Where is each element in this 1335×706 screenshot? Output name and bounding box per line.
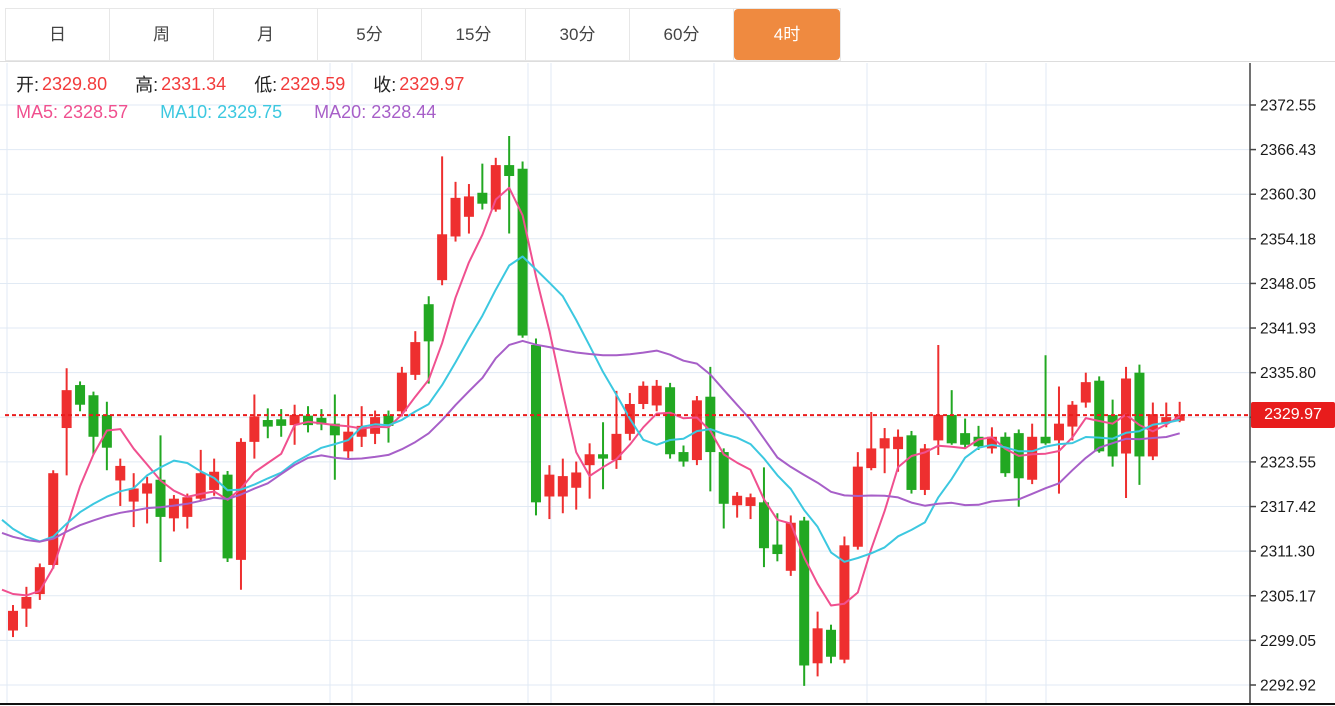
- tab-5min[interactable]: 5分: [318, 9, 422, 60]
- period-tabstrip: 日 周 月 5分 15分 30分 60分 4时: [5, 8, 841, 61]
- y-axis-label: 2292.92: [1260, 678, 1316, 695]
- ma20-legend: MA20: 2328.44: [314, 101, 437, 122]
- open-value: 2329.80: [42, 73, 108, 94]
- high-label: 高:: [135, 75, 159, 95]
- y-axis-label: 2366.43: [1260, 142, 1316, 159]
- ma5-legend: MA5: 2328.57: [16, 101, 129, 122]
- ma10-legend: MA10: 2329.75: [160, 101, 283, 122]
- tab-15min[interactable]: 15分: [422, 9, 526, 60]
- close-value: 2329.97: [399, 73, 465, 94]
- tab-day[interactable]: 日: [6, 9, 110, 60]
- tab-month[interactable]: 月: [214, 9, 318, 60]
- ma-lines: [1, 186, 1181, 607]
- ohlc-low: 低: 2329.59: [254, 71, 345, 97]
- current-price-tag: 2329.97: [1251, 402, 1335, 428]
- tabbar-divider: [0, 61, 1335, 62]
- grid-lines: [0, 63, 1250, 703]
- ohlc-open: 开: 2329.80: [16, 71, 107, 97]
- y-axis-label: 2323.55: [1260, 454, 1316, 471]
- ma-line-ma20: [1, 339, 1180, 543]
- y-axis-label: 2305.17: [1260, 588, 1316, 605]
- y-axis-label: 2360.30: [1260, 187, 1316, 204]
- candles-group: [8, 135, 1185, 686]
- y-axis: 2372.55 2366.43 2360.30 2354.18 2348.05 2341.…: [0, 63, 1335, 705]
- period-tabbar: 日 周 月 5分 15分 30分 60分 4时: [0, 0, 1335, 62]
- close-label: 收:: [373, 75, 397, 95]
- ohlc-close: 收: 2329.97: [373, 71, 464, 97]
- y-axis-label: 2354.18: [1260, 231, 1316, 248]
- ma-legend-row: MA5: 2328.57 MA10: 2329.75 MA20: 2328.44: [16, 98, 492, 126]
- y-axis-label: 2317.42: [1260, 499, 1316, 516]
- ma-line-ma10: [1, 255, 1180, 563]
- y-axis-label: 2311.30: [1260, 544, 1315, 561]
- chart-legend: 开: 2329.80 高: 2331.34 低: 2329.59 收: 2329…: [16, 70, 492, 126]
- y-axis-label: 2372.55: [1260, 98, 1316, 115]
- low-label: 低:: [254, 75, 278, 95]
- tab-60min[interactable]: 60分: [630, 9, 734, 60]
- ohlc-legend-row: 开: 2329.80 高: 2331.34 低: 2329.59 收: 2329…: [16, 70, 492, 98]
- open-label: 开:: [16, 75, 40, 95]
- tab-week[interactable]: 周: [110, 9, 214, 60]
- ohlc-high: 高: 2331.34: [135, 71, 226, 97]
- y-axis-label: 2335.80: [1260, 365, 1316, 382]
- y-axis-label: 2341.93: [1260, 321, 1316, 338]
- y-axis-label: 2299.05: [1260, 633, 1316, 650]
- tab-4hour[interactable]: 4时: [734, 9, 840, 60]
- ma-line-ma5: [1, 186, 1181, 607]
- low-value: 2329.59: [280, 73, 346, 94]
- y-axis-label: 2348.05: [1260, 276, 1316, 293]
- high-value: 2331.34: [161, 73, 227, 94]
- tab-30min[interactable]: 30分: [526, 9, 630, 60]
